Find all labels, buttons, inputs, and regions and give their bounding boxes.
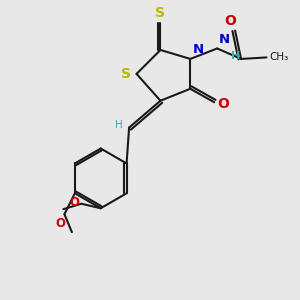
Text: H: H	[231, 52, 241, 61]
Text: CH₃: CH₃	[269, 52, 289, 62]
Text: S: S	[121, 68, 131, 82]
Text: S: S	[155, 6, 166, 20]
Text: O: O	[56, 217, 66, 230]
Text: H: H	[115, 120, 122, 130]
Text: N: N	[219, 33, 230, 46]
Text: O: O	[69, 196, 79, 209]
Text: O: O	[225, 14, 237, 28]
Text: O: O	[217, 97, 229, 111]
Text: N: N	[193, 43, 204, 56]
